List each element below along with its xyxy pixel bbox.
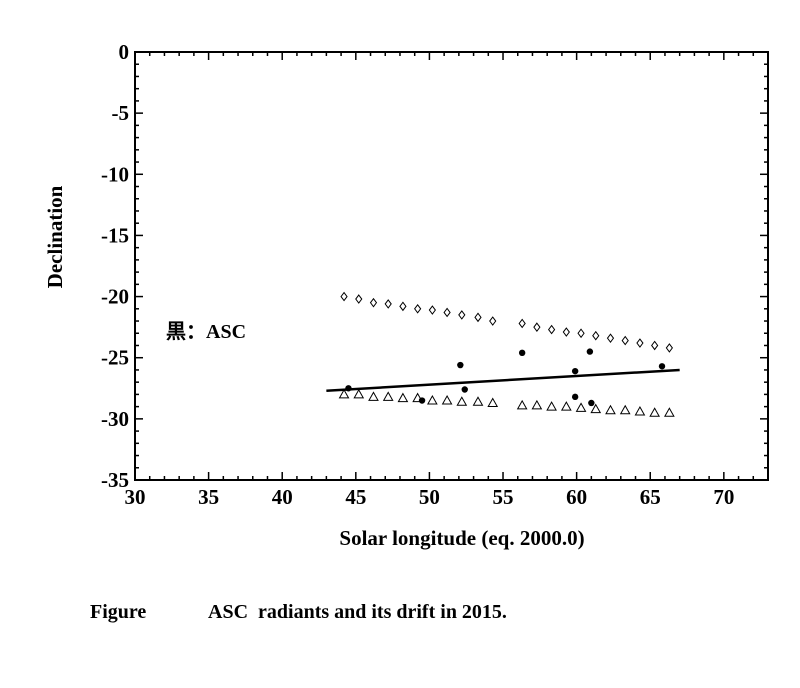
diamond-point	[428, 305, 436, 315]
asc-radiant-point	[345, 385, 352, 392]
caption-text: ASC radiants and its drift in 2015.	[208, 601, 507, 623]
asc-radiant-point	[586, 348, 594, 355]
axis-ticks	[134, 51, 769, 481]
diamond-point	[621, 335, 629, 346]
x-tick-label: 30	[125, 485, 146, 509]
triangle-point	[353, 388, 365, 399]
asc-radiant-point	[571, 367, 579, 375]
diamond-point	[369, 297, 378, 308]
caption-label: Figure	[90, 601, 147, 623]
y-tick-label: 0	[119, 40, 130, 64]
diamond-point	[458, 310, 466, 320]
diamond-point	[606, 333, 615, 343]
diamond-point	[443, 307, 451, 318]
series-annotation: 黒：ASC	[166, 320, 246, 343]
y-tick-label: -25	[101, 346, 129, 370]
x-tick-label: 55	[493, 485, 514, 509]
y-tick-label: -20	[101, 285, 129, 309]
diamond-point	[636, 338, 644, 348]
x-axis-title: Solar longitude (eq. 2000.0)	[339, 526, 584, 550]
chart: 30 35 40 45 50 55 60 65 70 0 -5 -10 -15 -20 -25 -30 -35…	[43, 40, 769, 550]
triangle-point	[397, 392, 409, 403]
y-tick-label: -5	[112, 101, 130, 125]
diamond-point	[518, 318, 526, 329]
x-tick-label: 70	[713, 485, 734, 509]
triangle-point	[472, 396, 484, 406]
triangle-point	[590, 403, 602, 414]
diamond-point	[340, 291, 348, 302]
x-tick-label: 60	[566, 485, 587, 509]
asc-radiant-point	[457, 361, 464, 369]
x-tick-label: 35	[198, 485, 219, 509]
diamond-point	[562, 327, 570, 337]
asc-radiant-point	[461, 386, 468, 393]
triangle-point	[412, 392, 423, 403]
asc-radiant-point	[571, 393, 579, 401]
diamond-point	[592, 330, 600, 341]
triangle-point	[427, 394, 438, 405]
y-tick-label: -30	[101, 407, 129, 431]
x-tick-label: 50	[419, 485, 440, 509]
y-tick-label: -35	[101, 468, 129, 492]
diamond-point	[474, 312, 482, 323]
triangle-point	[605, 404, 616, 415]
triangle-point	[516, 399, 528, 410]
diamond-point	[665, 343, 673, 353]
triangle-point	[487, 397, 499, 407]
triangle-point	[531, 399, 543, 410]
plot-frame	[134, 51, 769, 481]
asc-radiant-point	[588, 399, 595, 407]
diamond-point	[399, 301, 407, 312]
x-tick-label: 40	[272, 485, 293, 509]
drift-fit-line	[326, 368, 680, 392]
triangle-point	[338, 388, 350, 399]
triangle-point	[546, 401, 557, 411]
x-tick-label: 65	[640, 485, 661, 509]
y-tick-label: -10	[101, 162, 129, 186]
triangle-point	[649, 407, 661, 417]
figure-caption: Figure ASC radiants and its drift in 2015…	[80, 578, 507, 624]
asc-radiant-point	[658, 363, 666, 370]
x-tick-label: 45	[345, 485, 366, 509]
y-tick-labels: 0 -5 -10 -15 -20 -25 -30 -35	[101, 40, 129, 492]
diamond-point	[651, 340, 659, 351]
diamond-point	[414, 303, 422, 314]
triangle-point	[441, 394, 453, 405]
triangle-point	[575, 402, 587, 412]
x-tick-labels: 30 35 40 45 50 55 60 65 70	[125, 485, 735, 509]
triangle-point	[456, 396, 468, 406]
triangle-point	[382, 391, 394, 401]
y-tick-label: -15	[101, 223, 129, 247]
diamond-point	[547, 324, 556, 335]
diamond-point	[533, 322, 541, 332]
diamond-point	[577, 328, 585, 339]
triangle-point	[619, 404, 631, 415]
diamond-point	[489, 316, 497, 326]
triangle-point	[664, 407, 675, 417]
data-points	[338, 291, 675, 417]
diamond-point	[384, 299, 392, 309]
drift-fit-line-group	[326, 368, 680, 392]
triangle-point	[560, 401, 572, 411]
triangle-point	[634, 406, 646, 416]
diamond-point	[355, 294, 363, 304]
y-axis-title: Declination	[43, 185, 67, 288]
triangle-point	[368, 391, 379, 401]
asc-radiant-point	[518, 349, 526, 357]
